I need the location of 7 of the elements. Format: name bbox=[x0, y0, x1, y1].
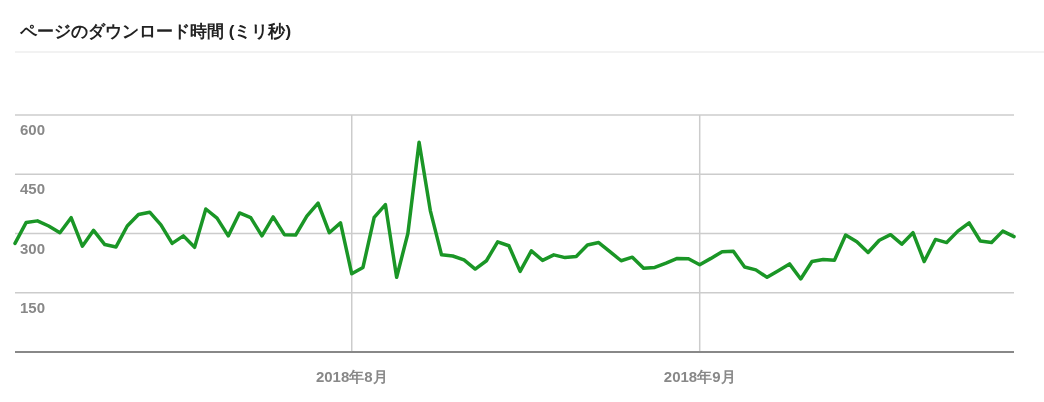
chart-title: ページのダウンロード時間 (ミリ秒) bbox=[19, 22, 292, 41]
y-tick-label: 450 bbox=[20, 180, 46, 198]
y-tick-label: 600 bbox=[20, 121, 46, 138]
y-tick-label: 150 bbox=[20, 298, 46, 316]
x-tick-label: 2018年9月 bbox=[663, 368, 736, 385]
y-tick-label: 300 bbox=[20, 239, 46, 257]
x-tick-label: 2018年8月 bbox=[315, 368, 388, 385]
